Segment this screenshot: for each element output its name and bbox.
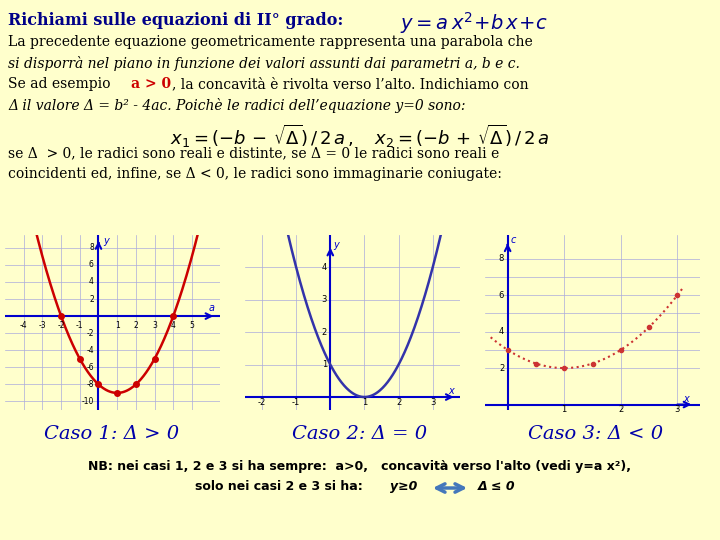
Text: Δ il valore Δ = b² - 4ac. Poichè le radici dell’equazione y=0 sono:: Δ il valore Δ = b² - 4ac. Poichè le radi… xyxy=(8,98,466,113)
Text: -2: -2 xyxy=(58,321,65,330)
Text: 3: 3 xyxy=(430,399,436,407)
Text: 3: 3 xyxy=(322,295,327,305)
Text: 2: 2 xyxy=(322,328,327,337)
Text: a > 0: a > 0 xyxy=(131,77,171,91)
Text: -6: -6 xyxy=(86,363,94,372)
Text: 1: 1 xyxy=(322,360,327,369)
Text: c: c xyxy=(511,235,516,245)
Text: y: y xyxy=(333,240,339,250)
Text: -4: -4 xyxy=(86,346,94,355)
Text: 2: 2 xyxy=(499,363,504,373)
Text: -1: -1 xyxy=(76,321,84,330)
Text: solo nei casi 2 e 3 si ha:: solo nei casi 2 e 3 si ha: xyxy=(195,480,363,493)
Text: Caso 1: Δ > 0: Caso 1: Δ > 0 xyxy=(45,425,179,443)
Text: -2: -2 xyxy=(258,399,266,407)
Text: 2: 2 xyxy=(396,399,401,407)
Text: -2: -2 xyxy=(86,329,94,338)
Text: 1: 1 xyxy=(362,399,367,407)
Text: y≥0: y≥0 xyxy=(390,480,418,493)
Text: $y = a\,x^2\!+\!b\,x\!+\!c$: $y = a\,x^2\!+\!b\,x\!+\!c$ xyxy=(400,10,547,36)
Text: 2: 2 xyxy=(89,294,94,303)
Text: Richiami sulle equazioni di II° grado:: Richiami sulle equazioni di II° grado: xyxy=(8,12,343,29)
Text: 6: 6 xyxy=(499,291,504,300)
Text: 4: 4 xyxy=(499,327,504,336)
Text: Caso 2: Δ = 0: Caso 2: Δ = 0 xyxy=(292,425,428,443)
Text: $x_1 = (-b\,-\,\sqrt{\Delta})\,/\,2\,a\,,\quad x_2 = (-b\,+\,\sqrt{\Delta})\,/\,: $x_1 = (-b\,-\,\sqrt{\Delta})\,/\,2\,a\,… xyxy=(170,123,550,150)
Text: 5: 5 xyxy=(189,321,194,330)
Text: 8: 8 xyxy=(89,244,94,252)
Text: 4: 4 xyxy=(171,321,176,330)
Text: 1: 1 xyxy=(114,321,120,330)
Text: x: x xyxy=(683,394,689,404)
Text: 3: 3 xyxy=(675,406,680,414)
Text: 2: 2 xyxy=(618,406,624,414)
Text: 4: 4 xyxy=(89,278,94,286)
Text: -1: -1 xyxy=(292,399,300,407)
Text: y: y xyxy=(103,235,109,246)
Text: x: x xyxy=(448,387,454,396)
Text: 2: 2 xyxy=(133,321,138,330)
Text: La precedente equazione geometricamente rappresenta una parabola che: La precedente equazione geometricamente … xyxy=(8,35,533,49)
Text: 4: 4 xyxy=(322,263,327,272)
Text: 1: 1 xyxy=(562,406,567,414)
Text: , la concavità è rivolta verso l’alto. Indichiamo con: , la concavità è rivolta verso l’alto. I… xyxy=(172,77,528,91)
Text: 3: 3 xyxy=(152,321,157,330)
Text: se Δ  > 0, le radici sono reali e distinte, se Δ = 0 le radici sono reali e: se Δ > 0, le radici sono reali e distint… xyxy=(8,146,499,160)
Text: Caso 3: Δ < 0: Caso 3: Δ < 0 xyxy=(528,425,664,443)
Text: -8: -8 xyxy=(86,380,94,389)
Text: 6: 6 xyxy=(89,260,94,269)
Text: a: a xyxy=(209,303,215,313)
Text: 8: 8 xyxy=(499,254,504,263)
Text: coincidenti ed, infine, se Δ < 0, le radici sono immaginarie coniugate:: coincidenti ed, infine, se Δ < 0, le rad… xyxy=(8,167,502,181)
Text: Se ad esempio: Se ad esempio xyxy=(8,77,115,91)
Text: Δ ≤ 0: Δ ≤ 0 xyxy=(478,480,516,493)
Text: si disporrà nel piano in funzione dei valori assunti dai parametri a, b e c.: si disporrà nel piano in funzione dei va… xyxy=(8,56,520,71)
Text: -10: -10 xyxy=(81,397,94,406)
Text: -4: -4 xyxy=(20,321,27,330)
Text: -3: -3 xyxy=(39,321,46,330)
Text: NB: nei casi 1, 2 e 3 si ha sempre:  a>0,   concavità verso l'alto (vedi y=a x²): NB: nei casi 1, 2 e 3 si ha sempre: a>0,… xyxy=(89,460,631,473)
